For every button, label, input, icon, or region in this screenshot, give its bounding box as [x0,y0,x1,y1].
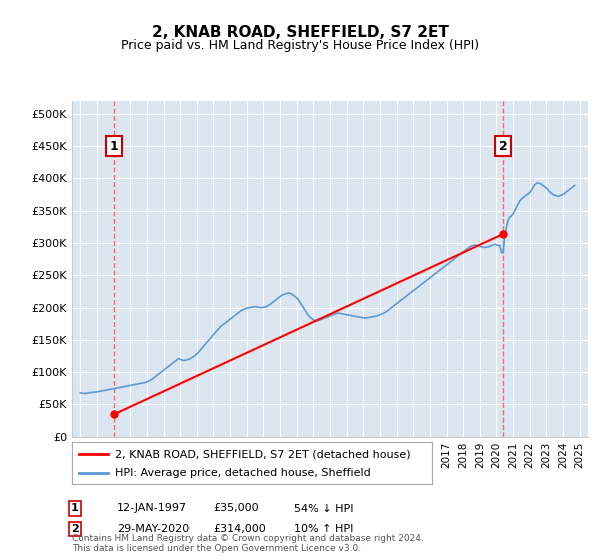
Text: £314,000: £314,000 [213,524,266,534]
Text: 29-MAY-2020: 29-MAY-2020 [117,524,189,534]
Text: 1: 1 [71,503,79,514]
Text: 2: 2 [71,524,79,534]
Text: 54% ↓ HPI: 54% ↓ HPI [294,503,353,514]
Text: 10% ↑ HPI: 10% ↑ HPI [294,524,353,534]
Text: Price paid vs. HM Land Registry's House Price Index (HPI): Price paid vs. HM Land Registry's House … [121,39,479,52]
Text: 1: 1 [110,139,119,152]
Text: Contains HM Land Registry data © Crown copyright and database right 2024.
This d: Contains HM Land Registry data © Crown c… [72,534,424,553]
Text: HPI: Average price, detached house, Sheffield: HPI: Average price, detached house, Shef… [115,468,371,478]
Text: 2, KNAB ROAD, SHEFFIELD, S7 2ET: 2, KNAB ROAD, SHEFFIELD, S7 2ET [152,25,448,40]
Text: 2: 2 [499,139,508,152]
Text: 12-JAN-1997: 12-JAN-1997 [117,503,187,514]
Text: 2, KNAB ROAD, SHEFFIELD, S7 2ET (detached house): 2, KNAB ROAD, SHEFFIELD, S7 2ET (detache… [115,449,411,459]
Text: £35,000: £35,000 [213,503,259,514]
